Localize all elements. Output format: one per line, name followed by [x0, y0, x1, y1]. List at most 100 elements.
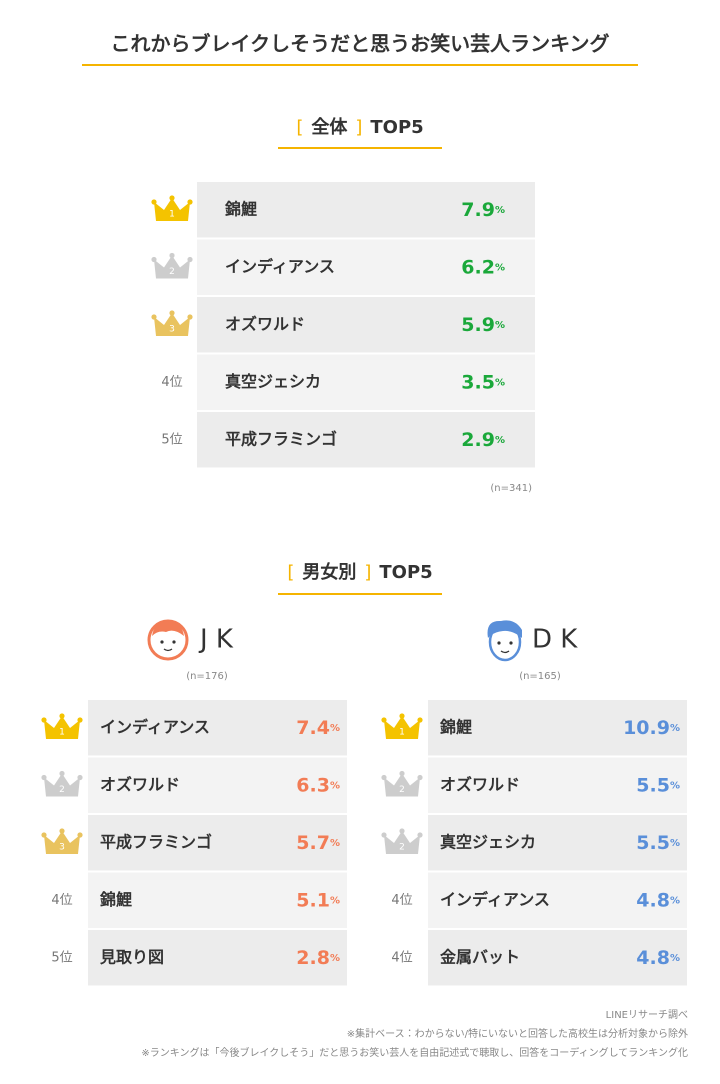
value: 5.9%	[461, 314, 505, 336]
value: 5.1%	[296, 889, 340, 911]
rank-label: 4位	[51, 893, 72, 908]
section-heading: [ 男女別] TOP5	[287, 561, 432, 583]
value-number: 7.4	[296, 717, 330, 739]
crown: 2	[381, 828, 423, 854]
value-unit: %	[670, 781, 680, 792]
crown-tip	[151, 314, 157, 320]
rank-label: 5位	[51, 951, 72, 966]
name: 平成フラミンゴ	[100, 833, 212, 852]
crown-tip	[151, 199, 157, 205]
crown-shape	[384, 716, 420, 739]
crown: 2	[151, 252, 193, 279]
crown-tip	[187, 314, 193, 320]
crown-shape	[44, 716, 80, 739]
crown-tip	[187, 199, 193, 205]
name: 錦鯉	[224, 200, 257, 219]
crown-tip	[59, 828, 65, 834]
row-bg	[88, 930, 347, 986]
section-heading: [全体] TOP5	[296, 116, 423, 138]
value-number: 5.1	[296, 889, 330, 911]
value-unit: %	[330, 838, 340, 849]
crown-tip	[77, 832, 83, 838]
row-bg	[88, 757, 347, 813]
crown-shape	[154, 198, 190, 221]
crown-shape	[154, 255, 190, 279]
crown-tip	[381, 832, 387, 838]
name: オズワルド	[225, 315, 305, 334]
page-title: これからブレイクしそうだと思うお笑い芸人ランキング	[111, 32, 610, 56]
crown: 1	[41, 713, 83, 739]
crown-tip	[417, 832, 423, 838]
value-unit: %	[670, 723, 680, 734]
crown-tip	[381, 717, 387, 723]
value: 3.5%	[461, 371, 505, 393]
crown: 3	[151, 310, 193, 336]
bracket: ]	[364, 562, 371, 583]
row-bg	[88, 700, 347, 756]
value-number: 2.9	[461, 429, 495, 451]
crown: 3	[41, 828, 83, 854]
rank-number: 1	[59, 728, 65, 738]
value-unit: %	[670, 896, 680, 907]
row-bg	[428, 930, 687, 986]
heading-label: 全体	[311, 116, 348, 138]
value-number: 10.9	[623, 717, 670, 739]
rank-number: 1	[399, 728, 405, 738]
name: インディアンス	[225, 257, 335, 276]
value: 2.9%	[461, 429, 505, 451]
sample-size: (n=341)	[490, 483, 532, 494]
value-number: 5.5	[636, 774, 670, 796]
name: 錦鯉	[99, 890, 132, 909]
rank-number: 1	[169, 210, 175, 220]
value-unit: %	[495, 205, 505, 216]
rank-label: 4位	[391, 951, 412, 966]
value-unit: %	[330, 896, 340, 907]
crown-tip	[169, 252, 175, 259]
name: 平成フラミンゴ	[225, 430, 337, 449]
group-label: J K	[198, 625, 234, 655]
crown-tip	[169, 195, 175, 201]
row-bg	[197, 412, 535, 468]
heading-suffix: TOP5	[379, 562, 432, 583]
bracket: [	[287, 562, 294, 583]
value-number: 5.9	[461, 314, 495, 336]
sample-size: (n=176)	[186, 671, 228, 682]
rank-label: 5位	[161, 433, 182, 448]
value-unit: %	[670, 838, 680, 849]
value: 2.8%	[296, 947, 340, 969]
crown-tip	[59, 713, 65, 719]
crown-tip	[399, 770, 405, 777]
group-label: D K	[532, 625, 578, 655]
row-bg	[197, 354, 535, 410]
crown-tip	[41, 717, 47, 723]
name: 見取り図	[99, 948, 164, 967]
name: オズワルド	[100, 775, 180, 794]
row-bg	[197, 297, 535, 353]
sample-size: (n=165)	[519, 671, 561, 682]
value-number: 6.2	[461, 256, 495, 278]
value-unit: %	[330, 723, 340, 734]
rank-number: 2	[399, 843, 405, 853]
value-number: 2.8	[296, 947, 330, 969]
heading-suffix: TOP5	[370, 117, 423, 138]
heading-label: 男女別	[302, 561, 356, 583]
crown-tip	[399, 828, 405, 834]
crown: 1	[381, 713, 423, 739]
crown-tip	[381, 774, 387, 781]
rank-number: 3	[59, 843, 65, 853]
crown: 1	[151, 195, 193, 221]
crown-tip	[41, 832, 47, 838]
bracket: ]	[355, 117, 362, 138]
name: 真空ジェシカ	[440, 833, 536, 852]
crown-tip	[59, 770, 65, 777]
name: 真空ジェシカ	[225, 372, 321, 391]
crown-tip	[41, 774, 47, 781]
crown-tip	[399, 713, 405, 719]
name: オズワルド	[440, 775, 520, 794]
name: インディアンス	[440, 890, 550, 909]
dk-icon	[487, 620, 522, 662]
value-number: 4.8	[636, 889, 670, 911]
name: 錦鯉	[439, 718, 472, 737]
value: 4.8%	[636, 947, 680, 969]
crown-tip	[187, 256, 193, 263]
